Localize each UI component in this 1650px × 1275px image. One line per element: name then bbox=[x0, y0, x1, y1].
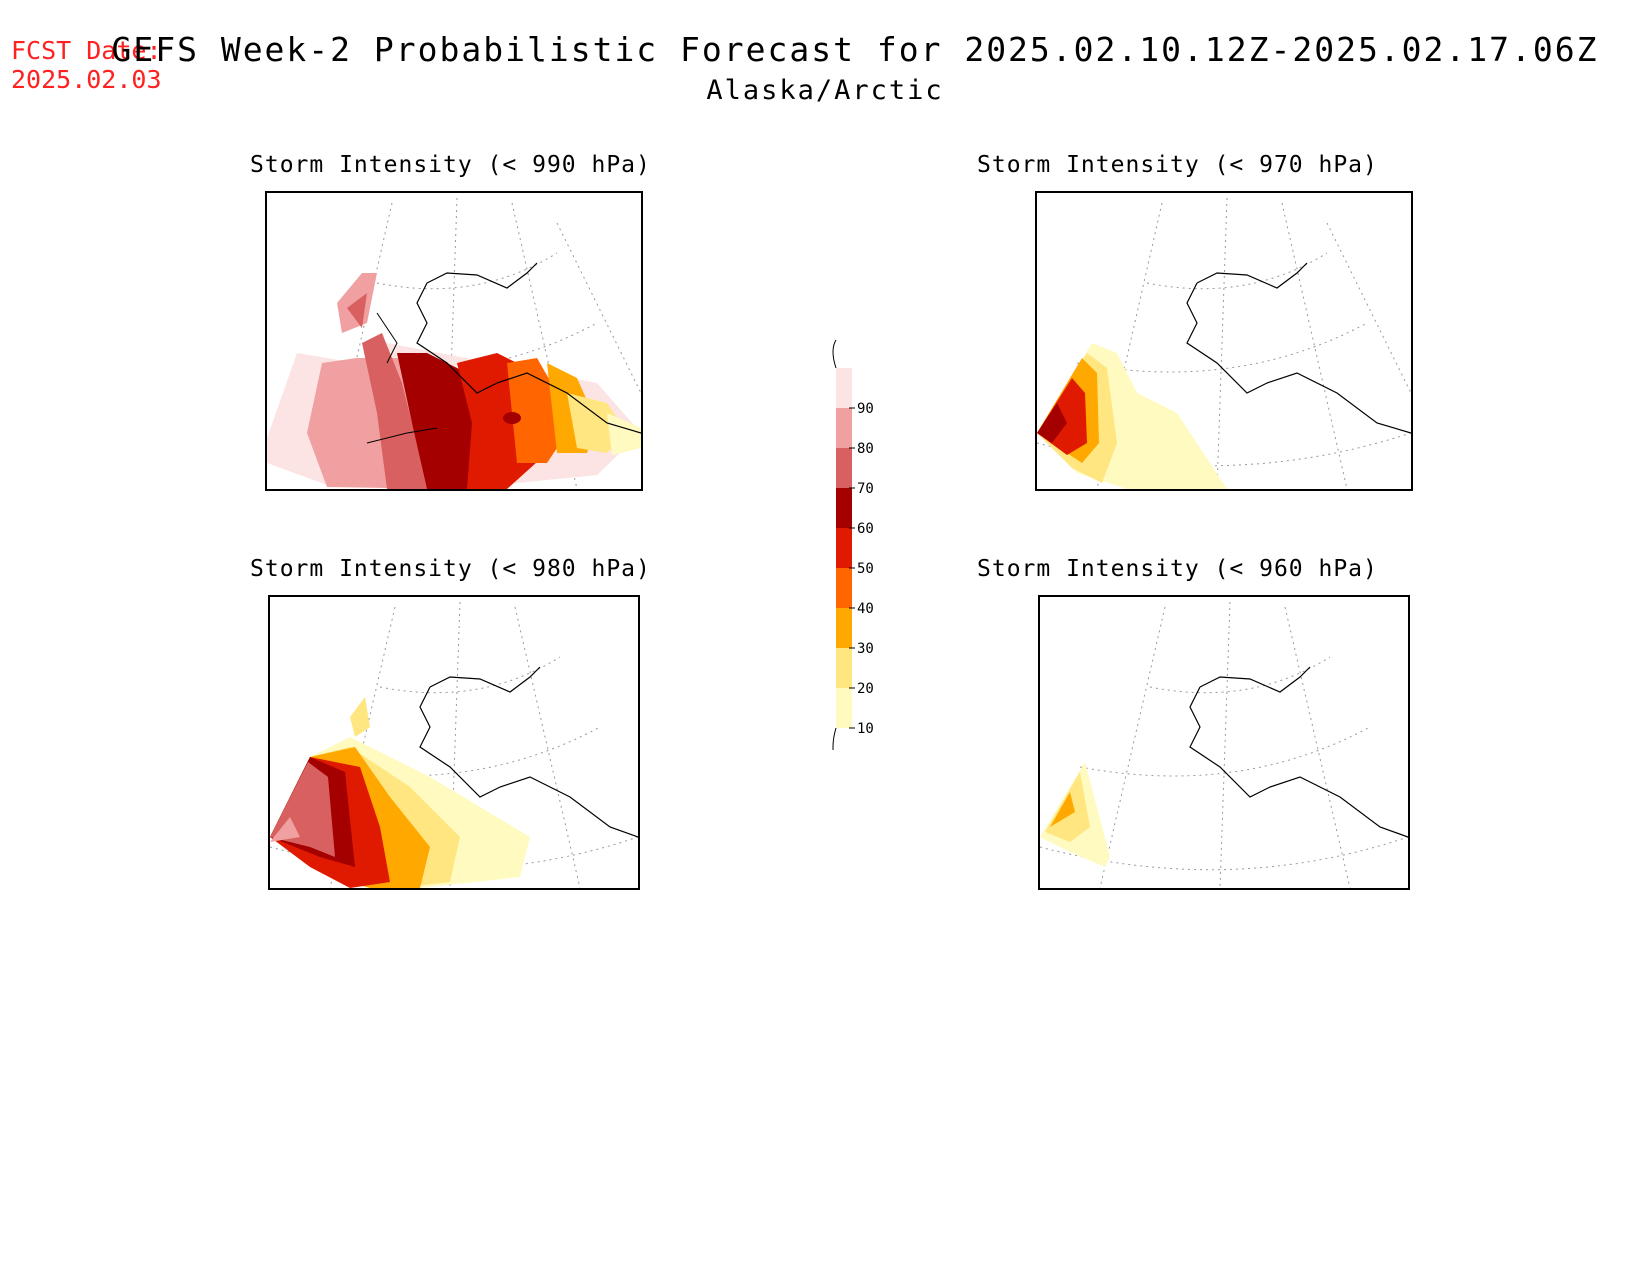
map-960 bbox=[1040, 601, 1408, 888]
map-990 bbox=[267, 197, 641, 489]
legend-label-50: 50 bbox=[857, 561, 874, 577]
legend-swatch-30 bbox=[836, 608, 852, 648]
map-panel-960 bbox=[1038, 595, 1410, 890]
map-panel-990 bbox=[265, 191, 643, 491]
legend-label-70: 70 bbox=[857, 481, 874, 497]
legend-label-30: 30 bbox=[857, 641, 874, 657]
main-title: GEFS Week-2 Probabilistic Forecast for 2… bbox=[111, 30, 1599, 69]
legend-swatch-10 bbox=[836, 688, 852, 728]
map-980 bbox=[270, 601, 638, 888]
legend-label-80: 80 bbox=[857, 441, 874, 457]
map-panel-980 bbox=[268, 595, 640, 890]
legend-label-20: 20 bbox=[857, 681, 874, 697]
region-title: Alaska/Arctic bbox=[706, 75, 944, 106]
legend-swatch-20 bbox=[836, 648, 852, 688]
map-panel-970 bbox=[1035, 191, 1413, 491]
panel-title-990: Storm Intensity (< 990 hPa) bbox=[250, 152, 651, 178]
legend-tail bbox=[832, 339, 837, 765]
legend-label-90: 90 bbox=[857, 401, 874, 417]
panel-title-960: Storm Intensity (< 960 hPa) bbox=[977, 556, 1378, 582]
legend-swatch-40 bbox=[836, 568, 852, 608]
map-970 bbox=[1037, 197, 1411, 489]
forecast-date-value: 2025.02.03 bbox=[11, 65, 162, 94]
panel-title-970: Storm Intensity (< 970 hPa) bbox=[977, 152, 1378, 178]
legend-label-60: 60 bbox=[857, 521, 874, 537]
legend-label-10: 10 bbox=[857, 721, 874, 737]
forecast-date: FCST Date: 2025.02.03 bbox=[11, 36, 162, 94]
legend-swatch-90 bbox=[836, 368, 852, 408]
figure-title: GEFS Week-2 Probabilistic Forecast for 2… bbox=[0, 30, 1650, 106]
forecast-date-label: FCST Date: bbox=[11, 36, 162, 65]
legend-swatch-50 bbox=[836, 528, 852, 568]
panel-title-980: Storm Intensity (< 980 hPa) bbox=[250, 556, 651, 582]
legend-swatch-70 bbox=[836, 448, 852, 488]
legend-swatch-60 bbox=[836, 488, 852, 528]
color-legend: 10 20 30 40 50 60 70 80 90 bbox=[820, 330, 890, 765]
color-legend-bar: 10 20 30 40 50 60 70 80 90 bbox=[832, 339, 874, 765]
legend-label-40: 40 bbox=[857, 601, 874, 617]
legend-swatch-80 bbox=[836, 408, 852, 448]
